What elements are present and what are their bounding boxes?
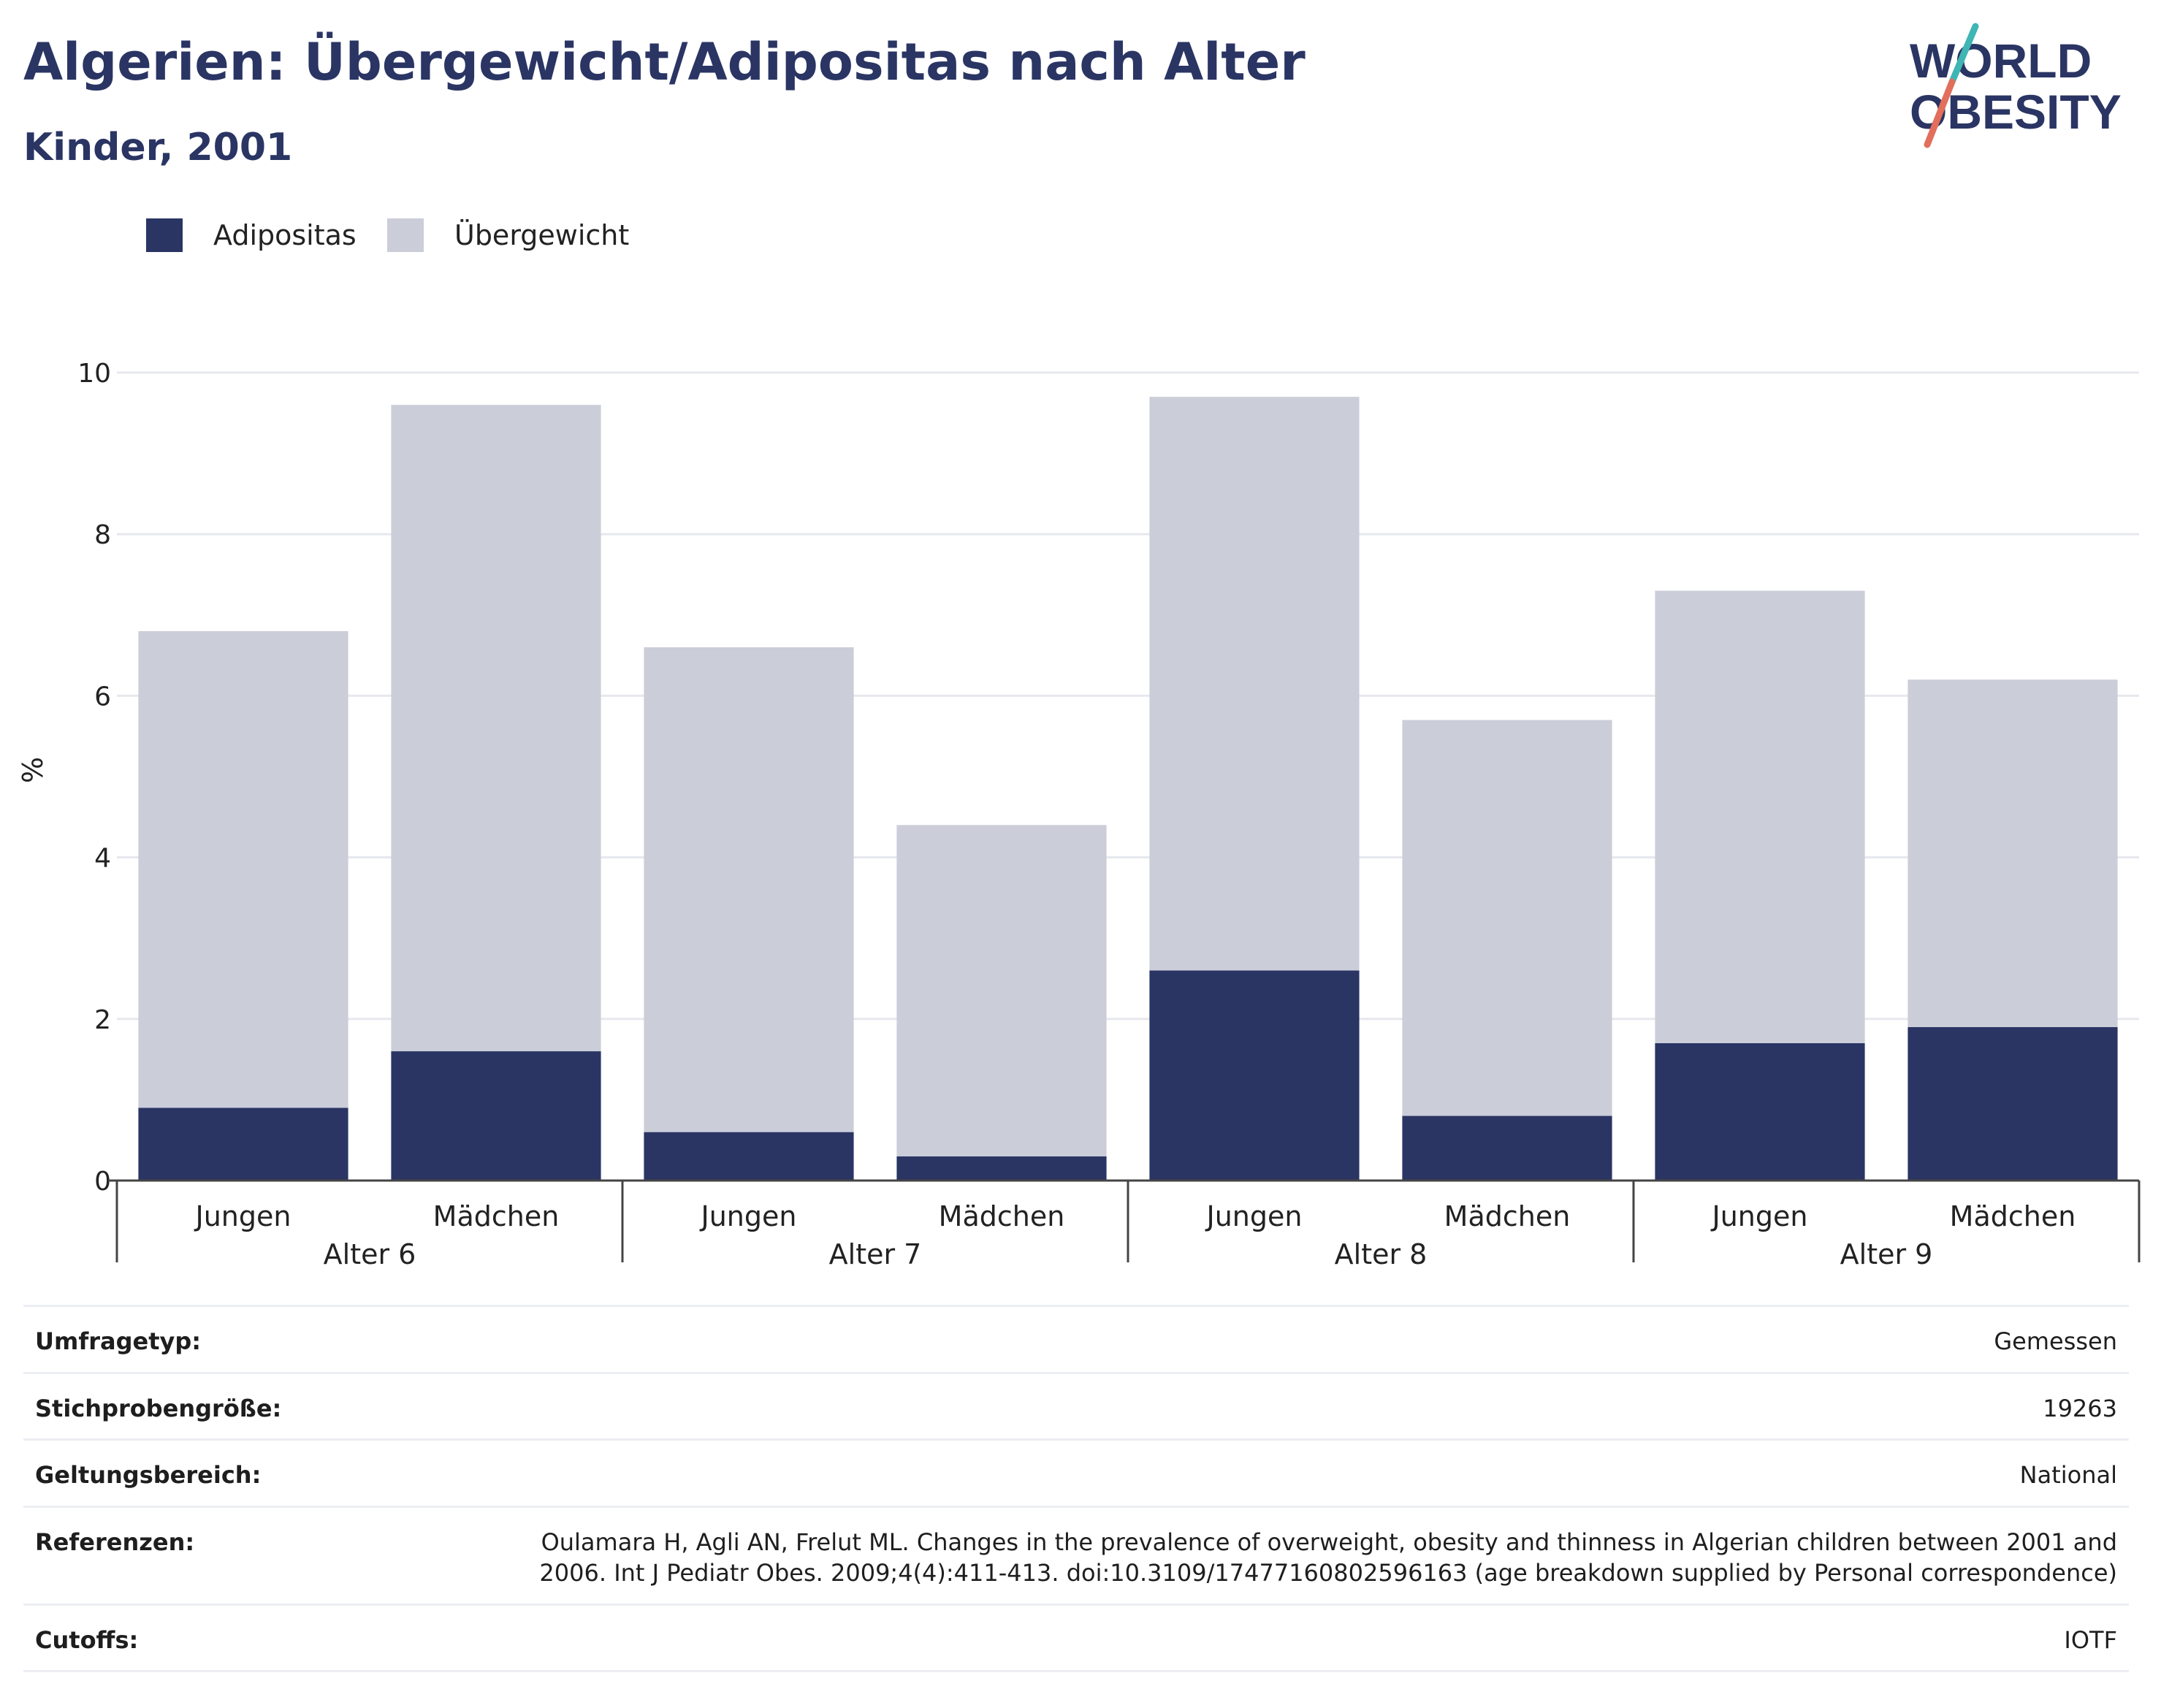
y-tick-label: 8 xyxy=(94,520,111,550)
x-tick-label: Mädchen xyxy=(1444,1200,1571,1232)
bars xyxy=(138,397,2118,1181)
x-group-label: Alter 6 xyxy=(324,1238,416,1270)
y-tick-label: 4 xyxy=(94,844,111,874)
bar-chart: 0 2 4 6 8 10 Jungen Mädchen Alter 6 Jungen Mädchen… xyxy=(17,359,2141,1270)
bar-adipositas xyxy=(644,1132,854,1181)
x-tick-label: Jungen xyxy=(194,1200,291,1232)
y-tick-label: 6 xyxy=(94,682,111,712)
x-tick-label: Jungen xyxy=(1205,1200,1303,1232)
bar-uebergewicht xyxy=(1907,679,2118,1027)
logo-slash-teal xyxy=(1948,23,1979,85)
legend-swatch-uebergewicht xyxy=(387,218,424,252)
x-tick-label: Jungen xyxy=(1711,1200,1808,1232)
x-tick-label: Mädchen xyxy=(939,1200,1065,1232)
x-group-label: Alter 9 xyxy=(1840,1238,1933,1270)
bar-uebergewicht xyxy=(644,647,854,1132)
world-obesity-logo: WORLD OBESITY xyxy=(1910,23,2122,148)
x-group-label: Alter 7 xyxy=(829,1238,922,1270)
info-row-sample-size: Stichprobengröße: 19263 xyxy=(23,1371,2129,1440)
info-key: Referenzen: xyxy=(23,1505,485,1605)
x-tick-label: Mädchen xyxy=(1950,1200,2076,1232)
info-value: National xyxy=(485,1438,2129,1507)
y-tick-label: 0 xyxy=(94,1167,111,1197)
legend-swatch-adipositas xyxy=(146,218,183,252)
bar-uebergewicht xyxy=(391,405,601,1052)
bar-adipositas xyxy=(1907,1026,2118,1181)
y-tick-label: 10 xyxy=(77,359,111,389)
x-group-label: Alter 8 xyxy=(1335,1238,1428,1270)
bar-adipositas xyxy=(138,1107,348,1181)
bar-uebergewicht xyxy=(138,630,348,1108)
bar-adipositas xyxy=(1655,1042,1865,1181)
bar-adipositas xyxy=(1402,1116,1612,1181)
y-axis-label: % xyxy=(17,757,49,783)
y-tick-label: 2 xyxy=(94,1005,111,1035)
chart-title: Algerien: Übergewicht/Adipositas nach Al… xyxy=(23,32,1306,92)
survey-info-table: Umfragetyp: Gemessen Stichprobengröße: 1… xyxy=(23,1305,2129,1673)
info-value: IOTF xyxy=(485,1603,2129,1673)
x-tick-label: Jungen xyxy=(700,1200,797,1232)
info-key: Geltungsbereich: xyxy=(23,1438,485,1507)
info-key: Umfragetyp: xyxy=(23,1305,485,1373)
logo-line-1: WORLD xyxy=(1910,34,2092,88)
legend-item-adipositas[interactable]: Adipositas xyxy=(146,215,357,256)
bar-adipositas xyxy=(1149,970,1360,1181)
info-value: 19263 xyxy=(485,1371,2129,1440)
legend-item-uebergewicht[interactable]: Übergewicht xyxy=(387,215,629,256)
info-row-references: Referenzen: Oulamara H, Agli AN, Frelut … xyxy=(23,1505,2129,1605)
bar-adipositas xyxy=(896,1156,1107,1181)
info-value: Gemessen xyxy=(485,1305,2129,1373)
info-row-survey-type: Umfragetyp: Gemessen xyxy=(23,1305,2129,1373)
info-key: Stichprobengröße: xyxy=(23,1371,485,1440)
logo-slash-coral xyxy=(1924,78,1956,148)
bar-uebergewicht xyxy=(896,825,1107,1156)
legend-label-uebergewicht: Übergewicht xyxy=(454,219,630,251)
info-row-cutoffs: Cutoffs: IOTF xyxy=(23,1603,2129,1673)
info-key: Cutoffs: xyxy=(23,1603,485,1673)
axes: 0 2 4 6 8 10 Jungen Mädchen Alter 6 Jungen Mädchen… xyxy=(77,359,2141,1270)
bar-uebergewicht xyxy=(1402,720,1612,1116)
chart-subtitle: Kinder, 2001 xyxy=(23,126,293,169)
legend-label-adipositas: Adipositas xyxy=(213,219,357,251)
info-row-coverage: Geltungsbereich: National xyxy=(23,1438,2129,1507)
bar-uebergewicht xyxy=(1149,397,1360,971)
info-value: Oulamara H, Agli AN, Frelut ML. Changes … xyxy=(485,1505,2129,1605)
bar-adipositas xyxy=(391,1051,601,1181)
x-tick-label: Mädchen xyxy=(433,1200,560,1232)
bar-uebergewicht xyxy=(1655,590,1865,1043)
